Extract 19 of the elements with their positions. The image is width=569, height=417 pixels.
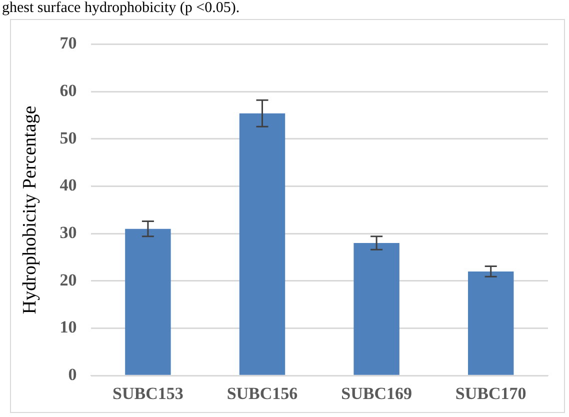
y-tick-label: 50 — [60, 128, 77, 148]
y-tick-label: 20 — [60, 270, 77, 290]
x-tick-label: SUBC169 — [341, 384, 412, 404]
bar — [354, 243, 400, 375]
y-tick-label: 40 — [60, 176, 77, 195]
y-axis-title: Hydrophobicity Percentage — [19, 106, 40, 314]
x-tick-label: SUBC156 — [226, 384, 298, 404]
y-tick-label: 10 — [60, 318, 77, 337]
bar — [468, 271, 514, 375]
chart-frame: Hydrophobicity Percentage SUBC153 SUBC156 SUBC169 SUBC170 0 10 20 30 40 50 60 70 — [10, 19, 565, 413]
x-tick-label: SUBC153 — [112, 384, 184, 404]
text: ghest surface hydrophobicity (p <0.05). — [2, 0, 240, 16]
y-tick-label: 60 — [60, 80, 77, 100]
y-tick-label: 70 — [60, 34, 77, 53]
x-tick-label: SUBC170 — [455, 384, 526, 404]
y-tick-label: 0 — [68, 364, 77, 384]
bar — [239, 113, 286, 375]
bar — [125, 228, 171, 375]
y-tick-label: 30 — [60, 222, 77, 242]
